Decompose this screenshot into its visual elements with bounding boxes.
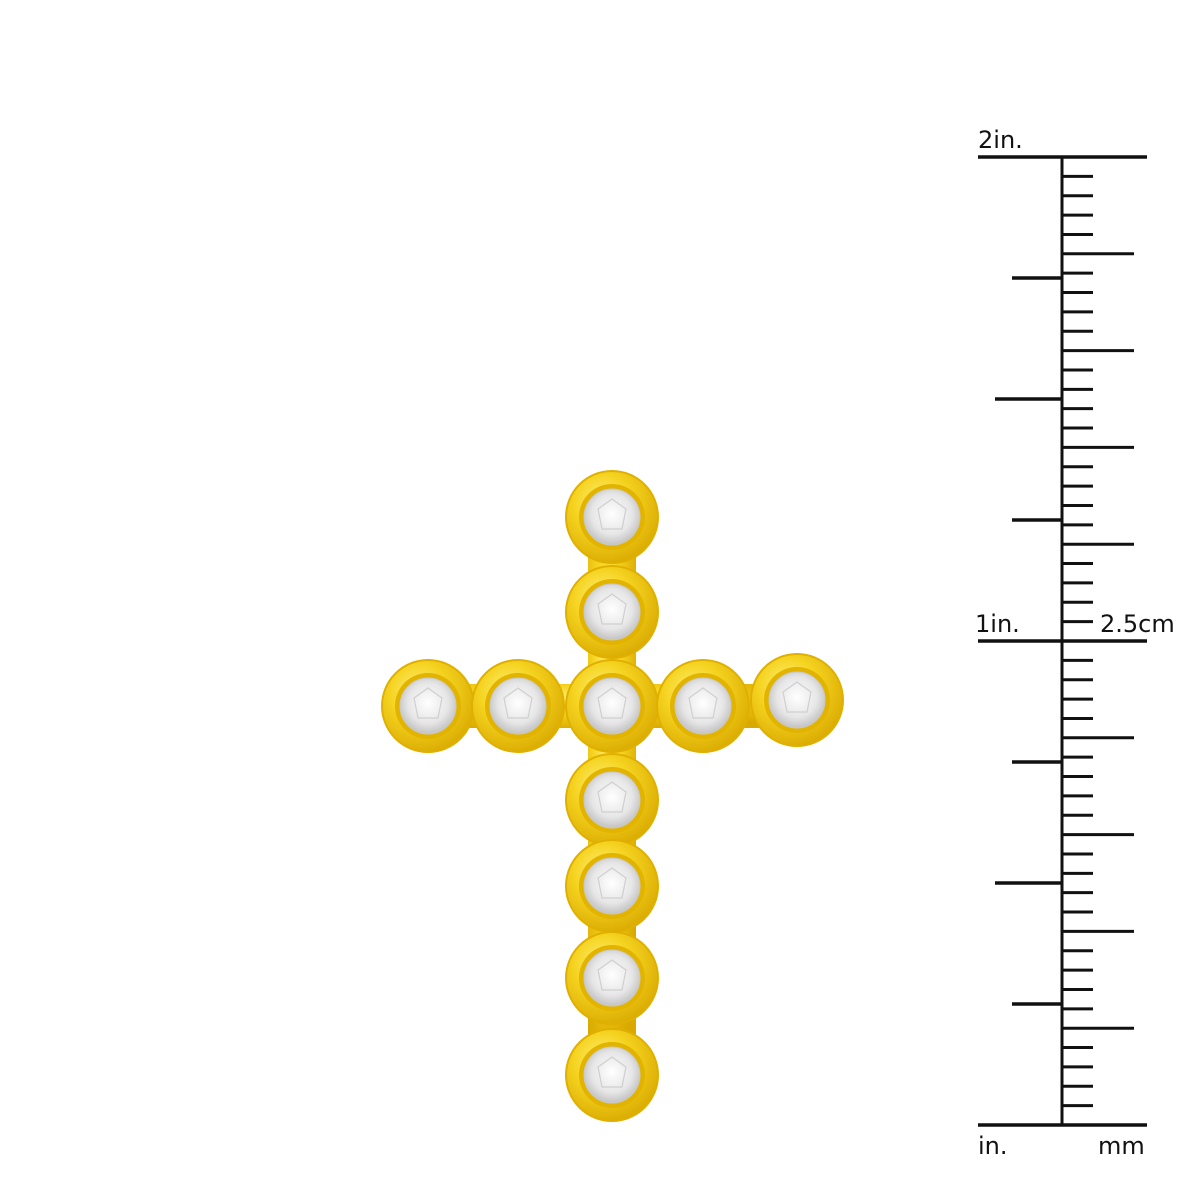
diamond-stone <box>489 677 547 735</box>
ruler-unit-in: in. <box>978 1132 1008 1160</box>
cross-pendant <box>381 470 844 1122</box>
ruler-label-2in: 2in. <box>978 126 1023 154</box>
diamond-stone <box>583 488 641 546</box>
diamond-stone <box>583 1046 641 1104</box>
diamond-facets <box>597 959 627 991</box>
diamond-facets <box>597 1056 627 1088</box>
diamond-stone <box>583 583 641 641</box>
ruler <box>978 155 1147 1127</box>
ruler-label-2-5cm: 2.5cm <box>1100 610 1175 638</box>
diamond-stone <box>583 949 641 1007</box>
diamond-facets <box>597 498 627 530</box>
diamond-stone <box>583 857 641 915</box>
diamond-stone <box>674 677 732 735</box>
ruler-unit-mm: mm <box>1098 1132 1145 1160</box>
diamond-facets <box>597 781 627 813</box>
diamond-facets <box>597 687 627 719</box>
diamond-stone <box>399 677 457 735</box>
diamond-stone <box>583 771 641 829</box>
diamond-facets <box>503 687 533 719</box>
diamond-facets <box>597 593 627 625</box>
diamond-facets <box>413 687 443 719</box>
diamond-facets <box>782 681 812 713</box>
ruler-label-1in: 1in. <box>975 610 1020 638</box>
diamond-facets <box>597 867 627 899</box>
diamond-stone <box>583 677 641 735</box>
diamond-stone <box>768 671 826 729</box>
diamond-facets <box>688 687 718 719</box>
